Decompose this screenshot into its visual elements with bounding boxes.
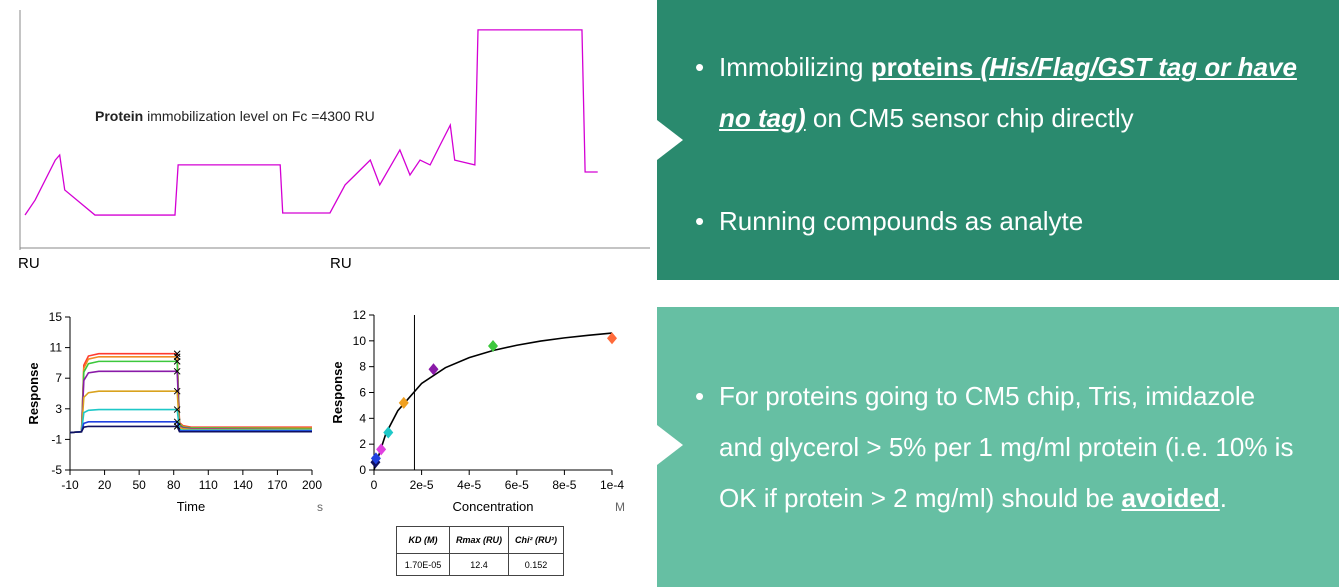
bullet-list: For proteins going to CM5 chip, Tris, im… xyxy=(695,371,1299,524)
text-run: Immobilizing xyxy=(719,52,871,82)
annotation: Protein immobilization level on Fc =4300… xyxy=(95,108,375,124)
x-tick-label: 0 xyxy=(371,478,378,492)
y-tick-label: 8 xyxy=(359,360,366,374)
annotation-run: Protein xyxy=(95,108,143,124)
y-tick-label: -1 xyxy=(51,432,62,446)
x-tick-label: 80 xyxy=(167,478,181,492)
x-axis-title: Concentration xyxy=(453,499,534,514)
end-marker xyxy=(173,406,181,413)
table-cell: 0.152 xyxy=(508,553,565,576)
bullet-item: Immobilizing proteins (His/Flag/GST tag … xyxy=(695,42,1299,144)
y-tick-label: 0 xyxy=(359,463,366,477)
data-point xyxy=(607,332,617,345)
end-marker xyxy=(173,350,181,358)
y-tick-label: 3 xyxy=(55,402,62,416)
response-curve xyxy=(69,425,312,434)
x-tick-label: 1e-4 xyxy=(600,478,624,492)
axis-label: RU xyxy=(330,255,352,272)
bullet-item: Running compounds as analyte xyxy=(695,196,1299,247)
data-point xyxy=(370,452,381,465)
info-panel: For proteins going to CM5 chip, Tris, im… xyxy=(657,307,1339,587)
table-header-cell: Rmax (RU) xyxy=(448,526,510,554)
sensorgram: Protein immobilization level on Fc =4300… xyxy=(18,10,650,272)
data-point xyxy=(383,426,394,439)
y-tick-label: 11 xyxy=(50,341,63,355)
x-unit: M xyxy=(615,500,625,514)
text-run: . xyxy=(1219,483,1227,513)
x-axis-title: Time xyxy=(177,499,205,514)
fit-curve xyxy=(373,332,613,471)
y-axis-title: Response xyxy=(26,362,41,424)
panel-notch xyxy=(657,425,683,465)
text-run: avoided xyxy=(1121,483,1220,513)
y-tick-label: 6 xyxy=(359,386,366,400)
y-tick-label: 15 xyxy=(49,310,63,324)
response-curve xyxy=(69,390,312,434)
fit-table: KD (M) Rmax (RU) Chi² (RU²) 1.70E-05 12.4 0.1… xyxy=(396,526,565,576)
trace-line xyxy=(24,29,598,216)
end-marker xyxy=(173,358,181,365)
text-run: on CM5 sensor chip directly xyxy=(805,103,1134,133)
text-run: Running compounds as analyte xyxy=(719,206,1084,236)
x-tick-label: 110 xyxy=(199,478,218,492)
annotation-run: immobilization level on Fc =4300 RU xyxy=(143,108,375,124)
table-cell: 1.70E-05 xyxy=(396,553,450,576)
y-tick-label: 10 xyxy=(353,334,367,348)
table-header-row: KD (M) Rmax (RU) Chi² (RU²) xyxy=(396,526,565,554)
text-run: proteins xyxy=(870,52,981,82)
table-header-cell: Chi² (RU²) xyxy=(508,526,565,554)
x-tick-label: 6e-5 xyxy=(505,478,529,492)
axis-label: RU xyxy=(18,255,40,272)
y-axis-title: Response xyxy=(330,361,345,423)
x-tick-label: 4e-5 xyxy=(457,478,481,492)
table-cell: 12.4 xyxy=(448,553,510,576)
x-tick-label: 20 xyxy=(98,478,112,492)
y-tick-label: 2 xyxy=(359,437,366,451)
table-row: 1.70E-05 12.4 0.152 xyxy=(396,553,565,576)
bullet-list: Immobilizing proteins (His/Flag/GST tag … xyxy=(695,42,1299,247)
x-tick-label: 170 xyxy=(267,478,287,492)
panel-notch xyxy=(657,120,683,160)
y-tick-label: -5 xyxy=(51,463,62,477)
x-tick-label: 8e-5 xyxy=(552,478,576,492)
x-tick-label: 200 xyxy=(302,478,322,492)
end-marker xyxy=(173,367,181,375)
y-tick-label: 12 xyxy=(353,308,367,322)
x-tick-label: 140 xyxy=(233,478,253,492)
data-point xyxy=(488,340,498,352)
table-header-cell: KD (M) xyxy=(396,526,450,554)
y-tick-label: 4 xyxy=(359,411,366,425)
text-run: (His/Flag/GST tag or have no tag) xyxy=(719,52,1297,133)
text-run: For proteins going to CM5 chip, Tris, im… xyxy=(719,381,1294,513)
affinity-chart: 0 2 4 6 8 10 12 0 2e-5 4e-5 6e-5 8e-5 1e-4 Concentrat… xyxy=(330,308,625,514)
kinetics-chart: -5 -1 3 7 11 15 -10 20 50 80 110 140 170 200 Time s Resp… xyxy=(26,310,323,514)
response-curve xyxy=(69,370,313,434)
x-tick-label: 50 xyxy=(132,478,146,492)
end-marker xyxy=(173,387,181,395)
x-tick-label: -10 xyxy=(61,478,79,492)
data-point xyxy=(376,443,387,456)
y-tick-label: 7 xyxy=(55,371,62,385)
info-panel: Immobilizing proteins (His/Flag/GST tag … xyxy=(657,0,1339,280)
data-point xyxy=(398,396,409,409)
data-point xyxy=(428,363,439,376)
x-tick-label: 2e-5 xyxy=(410,478,434,492)
bullet-item: For proteins going to CM5 chip, Tris, im… xyxy=(695,371,1299,524)
x-unit: s xyxy=(317,500,323,514)
response-curve xyxy=(69,352,312,434)
end-marker xyxy=(173,423,181,430)
